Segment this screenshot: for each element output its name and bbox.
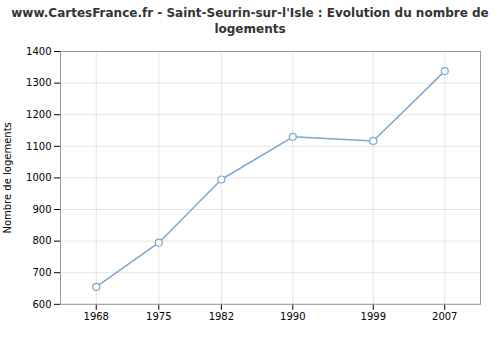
svg-text:700: 700 [32, 267, 51, 278]
svg-text:1000: 1000 [26, 172, 51, 183]
svg-text:1300: 1300 [26, 77, 51, 88]
svg-text:1982: 1982 [209, 312, 234, 323]
svg-text:900: 900 [32, 204, 51, 215]
html-text:www.CartesFrance.fr - Saint-Se: www.CartesFrance.fr - Saint-Seurin-sur-l… [11, 6, 489, 36]
svg-text:800: 800 [32, 235, 51, 246]
svg-text:1975: 1975 [146, 312, 171, 323]
svg-text:600: 600 [32, 299, 51, 310]
svg-text:1100: 1100 [26, 141, 51, 152]
svg-text:1400: 1400 [26, 46, 51, 57]
svg-text:2007: 2007 [432, 312, 457, 323]
svg-text:Nombre de logements: Nombre de logements [2, 122, 13, 233]
svg-text:1999: 1999 [361, 312, 386, 323]
svg-text:1990: 1990 [280, 312, 305, 323]
svg-text:1200: 1200 [26, 109, 51, 120]
svg-text:1968: 1968 [84, 312, 109, 323]
